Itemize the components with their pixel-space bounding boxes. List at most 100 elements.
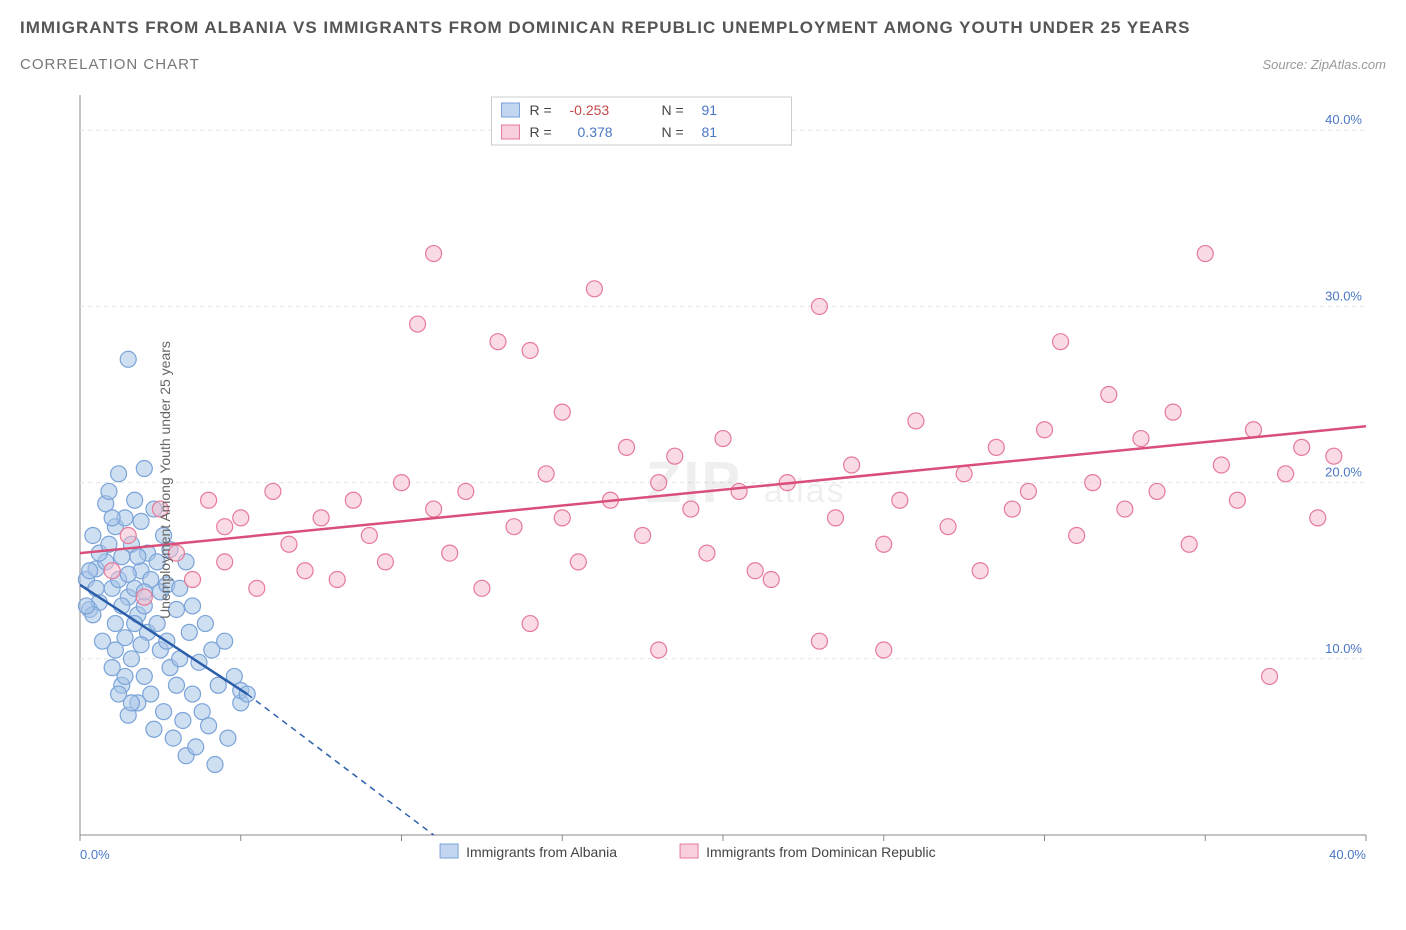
dominican-point bbox=[1069, 527, 1085, 543]
legend-r-value-1: -0.253 bbox=[570, 102, 610, 118]
albania-point bbox=[168, 677, 184, 693]
bottom-legend-swatch-1 bbox=[440, 844, 458, 858]
dominican-point bbox=[410, 316, 426, 332]
dominican-point bbox=[988, 439, 1004, 455]
dominican-point bbox=[1213, 457, 1229, 473]
dominican-point bbox=[490, 334, 506, 350]
y-axis-label: Unemployment Among Youth under 25 years bbox=[157, 341, 173, 619]
dominican-point bbox=[1310, 510, 1326, 526]
dominican-point bbox=[136, 589, 152, 605]
dominican-point bbox=[940, 519, 956, 535]
dominican-point bbox=[120, 527, 136, 543]
dominican-point bbox=[426, 501, 442, 517]
dominican-point bbox=[1101, 387, 1117, 403]
albania-point bbox=[220, 730, 236, 746]
dominican-point bbox=[554, 510, 570, 526]
dominican-point bbox=[763, 572, 779, 588]
scatter-chart: 10.0%20.0%30.0%40.0%0.0%40.0%ZIPatlasR =… bbox=[20, 85, 1386, 875]
bottom-legend-label-1: Immigrants from Albania bbox=[466, 844, 617, 860]
albania-point bbox=[123, 651, 139, 667]
dominican-point bbox=[313, 510, 329, 526]
source-credit: Source: ZipAtlas.com bbox=[1262, 57, 1386, 72]
albania-point bbox=[181, 624, 197, 640]
albania-point bbox=[111, 466, 127, 482]
dominican-point bbox=[1245, 422, 1261, 438]
dominican-point bbox=[811, 298, 827, 314]
dominican-point bbox=[1149, 483, 1165, 499]
dominican-point bbox=[667, 448, 683, 464]
dominican-point bbox=[249, 580, 265, 596]
albania-point bbox=[82, 563, 98, 579]
albania-point bbox=[78, 598, 94, 614]
albania-point bbox=[136, 668, 152, 684]
dominican-point bbox=[876, 536, 892, 552]
dominican-point bbox=[1326, 448, 1342, 464]
dominican-point bbox=[892, 492, 908, 508]
albania-trendline-ext bbox=[247, 694, 433, 835]
dominican-point bbox=[377, 554, 393, 570]
dominican-point bbox=[201, 492, 217, 508]
dominican-point bbox=[651, 642, 667, 658]
albania-point bbox=[201, 718, 217, 734]
dominican-point bbox=[233, 510, 249, 526]
chart-subtitle: CORRELATION CHART bbox=[20, 56, 200, 73]
dominican-point bbox=[1085, 475, 1101, 491]
dominican-point bbox=[522, 616, 538, 632]
albania-point bbox=[188, 739, 204, 755]
albania-point bbox=[143, 686, 159, 702]
albania-point bbox=[165, 730, 181, 746]
chart-title: IMMIGRANTS FROM ALBANIA VS IMMIGRANTS FR… bbox=[20, 18, 1386, 38]
dominican-point bbox=[619, 439, 635, 455]
dominican-point bbox=[1294, 439, 1310, 455]
x-tick-label-right: 40.0% bbox=[1329, 847, 1366, 862]
dominican-point bbox=[570, 554, 586, 570]
dominican-point bbox=[217, 519, 233, 535]
albania-point bbox=[133, 513, 149, 529]
dominican-point bbox=[1133, 431, 1149, 447]
dominican-point bbox=[811, 633, 827, 649]
dominican-point bbox=[1020, 483, 1036, 499]
y-tick-label: 10.0% bbox=[1325, 641, 1362, 656]
dominican-point bbox=[1037, 422, 1053, 438]
albania-point bbox=[130, 549, 146, 565]
dominican-point bbox=[265, 483, 281, 499]
albania-point bbox=[146, 721, 162, 737]
dominican-point bbox=[747, 563, 763, 579]
albania-point bbox=[207, 757, 223, 773]
albania-point bbox=[117, 668, 133, 684]
dominican-point bbox=[538, 466, 554, 482]
dominican-point bbox=[281, 536, 297, 552]
dominican-point bbox=[876, 642, 892, 658]
legend-r-label-1: R = bbox=[530, 102, 552, 118]
dominican-point bbox=[1181, 536, 1197, 552]
dominican-point bbox=[699, 545, 715, 561]
dominican-point bbox=[522, 342, 538, 358]
dominican-point bbox=[683, 501, 699, 517]
albania-point bbox=[107, 642, 123, 658]
dominican-point bbox=[731, 483, 747, 499]
bottom-legend-swatch-2 bbox=[680, 844, 698, 858]
x-tick-label-left: 0.0% bbox=[80, 847, 110, 862]
dominican-point bbox=[972, 563, 988, 579]
albania-point bbox=[197, 616, 213, 632]
dominican-point bbox=[1262, 668, 1278, 684]
dominican-point bbox=[1117, 501, 1133, 517]
albania-point bbox=[217, 633, 233, 649]
dominican-point bbox=[1197, 246, 1213, 262]
dominican-point bbox=[185, 572, 201, 588]
dominican-point bbox=[586, 281, 602, 297]
dominican-point bbox=[1278, 466, 1294, 482]
dominican-point bbox=[394, 475, 410, 491]
dominican-point bbox=[1004, 501, 1020, 517]
bottom-legend-label-2: Immigrants from Dominican Republic bbox=[706, 844, 936, 860]
albania-point bbox=[123, 695, 139, 711]
dominican-point bbox=[506, 519, 522, 535]
albania-point bbox=[185, 598, 201, 614]
dominican-point bbox=[458, 483, 474, 499]
dominican-point bbox=[1229, 492, 1245, 508]
albania-point bbox=[133, 637, 149, 653]
legend-swatch-dominican bbox=[502, 125, 520, 139]
albania-point bbox=[85, 527, 101, 543]
legend-n-label-1: N = bbox=[662, 102, 684, 118]
y-tick-label: 20.0% bbox=[1325, 465, 1362, 480]
